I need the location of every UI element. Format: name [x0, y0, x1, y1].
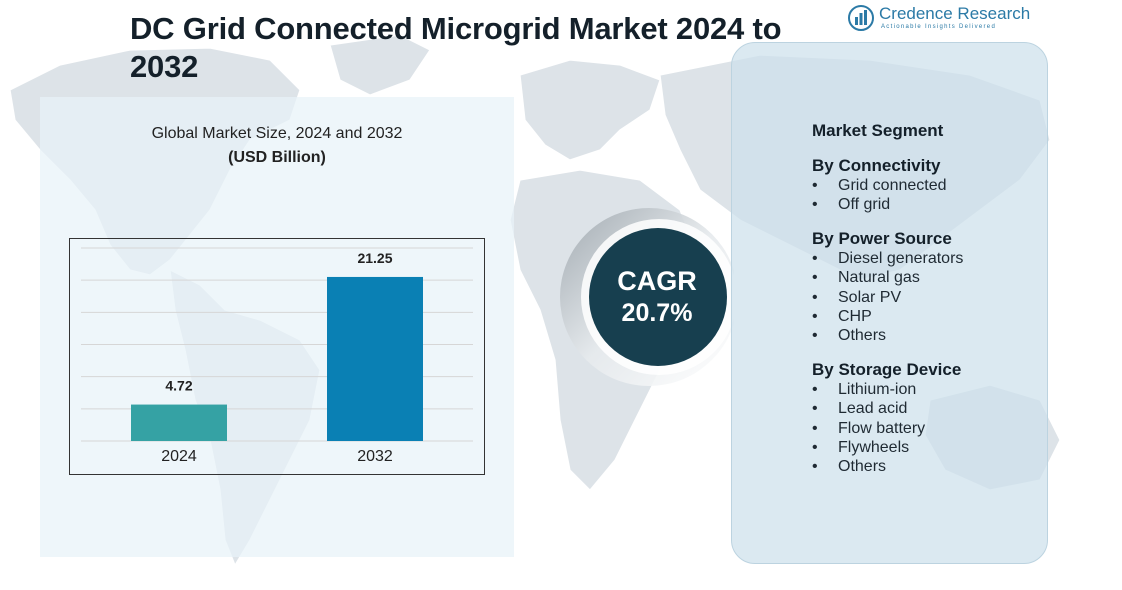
chart-frame	[69, 238, 485, 475]
logo-tagline: Actionable Insights Delivered	[881, 24, 997, 30]
bar-chart: 4.72 21.25 2024 2032	[69, 238, 485, 475]
list-item: Flow battery	[812, 419, 1042, 439]
segment-group-storage-device: By Storage Device Lithium-ion Lead acid …	[812, 360, 1042, 477]
cagr-label: CAGR	[617, 266, 697, 296]
segment-group-connectivity: By Connectivity Grid connected Off grid	[812, 156, 1042, 215]
chart-title: Global Market Size, 2024 and 2032	[151, 125, 403, 142]
list-item: Grid connected	[812, 176, 1042, 196]
segment-group-power-source: By Power Source Diesel generators Natura…	[812, 229, 1042, 346]
cagr-disc	[589, 228, 727, 366]
bar-2024	[131, 404, 227, 441]
cagr-badge: CAGR 20.7%	[588, 228, 726, 366]
market-segment-panel: Market Segment By Connectivity Grid conn…	[731, 42, 1048, 564]
x-tick-label: 2032	[357, 448, 393, 465]
cagr-ring	[560, 208, 734, 386]
list-item: Natural gas	[812, 268, 1042, 288]
list-item: Flywheels	[812, 438, 1042, 458]
credence-research-logo: Credence Research Actionable Insights De…	[848, 3, 1038, 33]
list-item: CHP	[812, 307, 1042, 327]
group-title: By Storage Device	[812, 359, 962, 379]
list-item: Lead acid	[812, 399, 1042, 419]
group-title: By Connectivity	[812, 156, 941, 175]
list-item: Off grid	[812, 195, 1042, 215]
data-label: 4.72	[165, 378, 192, 394]
x-tick-label: 2024	[161, 448, 197, 465]
list-item: Diesel generators	[812, 249, 1042, 269]
segment-heading: Market Segment	[812, 121, 944, 140]
page-title: DC Grid Connected Microgrid Market 2024 …	[130, 11, 782, 84]
list-item: Others	[812, 457, 1042, 477]
cagr-value: 20.7%	[621, 299, 693, 327]
chart-panel: Global Market Size, 2024 and 2032 (USD B…	[40, 97, 514, 557]
logo-name: Credence Research	[879, 4, 1031, 23]
list-item: Lithium-ion	[812, 380, 1042, 400]
logo-bars-icon	[848, 5, 874, 31]
chart-unit-label: (USD Billion)	[228, 149, 326, 166]
list-item: Solar PV	[812, 288, 1042, 308]
data-label: 21.25	[357, 250, 392, 266]
bar-2032	[327, 276, 423, 441]
group-title: By Power Source	[812, 228, 952, 248]
list-item: Others	[812, 326, 1042, 346]
